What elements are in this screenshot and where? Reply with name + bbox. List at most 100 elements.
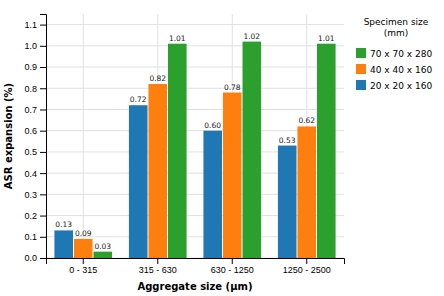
- bar: [317, 44, 336, 258]
- y-tick-label: 0.7: [24, 105, 37, 115]
- y-tick-mark: [40, 25, 46, 26]
- legend-label: 40 x 40 x 160: [370, 65, 432, 75]
- bar: [74, 239, 93, 258]
- x-axis-title: Aggregate size (μm): [137, 281, 252, 292]
- data-labels: 0.130.720.600.530.090.820.780.620.031.01…: [55, 32, 335, 251]
- y-tick: 1.0: [24, 41, 46, 51]
- x-axis: 0 - 315 315 - 630 630 - 1250 1250 - 2500: [47, 258, 345, 275]
- x-tick-label: 315 - 630: [139, 265, 177, 275]
- y-tick-mark: [40, 258, 46, 259]
- grid: [46, 14, 344, 258]
- y-tick: 0.3: [24, 190, 46, 200]
- bar: [223, 93, 242, 258]
- bar: [243, 42, 262, 258]
- x-tick-mark: [83, 258, 84, 264]
- legend-swatch: [356, 64, 366, 74]
- data-label: 0.78: [224, 83, 241, 92]
- y-tick-label: 0.4: [24, 169, 37, 179]
- y-tick-mark: [40, 46, 46, 47]
- legend-swatch: [356, 48, 366, 58]
- bar: [129, 105, 148, 258]
- bar: [168, 44, 187, 258]
- y-tick-mark: [40, 88, 46, 89]
- grid-line-y: [46, 88, 344, 89]
- grid-line-y: [46, 67, 344, 68]
- data-label: 0.72: [130, 95, 147, 104]
- data-label: 0.82: [149, 74, 166, 83]
- bar-series: [94, 42, 336, 258]
- y-tick-label: 0.2: [24, 211, 37, 221]
- y-tick: 0.1: [24, 232, 46, 242]
- y-tick-mark: [40, 173, 46, 174]
- y-tick: 0.6: [24, 126, 46, 136]
- y-tick-label: 0.9: [24, 62, 37, 72]
- x-tick-mark: [232, 258, 233, 264]
- bar: [203, 131, 222, 258]
- data-label: 0.60: [204, 121, 221, 130]
- data-label: 0.09: [75, 229, 92, 238]
- legend-label: 70 x 70 x 280: [370, 49, 432, 59]
- data-label: 1.02: [243, 32, 260, 41]
- y-tick-mark: [40, 216, 46, 217]
- x-tick-mark: [306, 258, 307, 264]
- bar: [94, 252, 113, 258]
- bar: [54, 230, 73, 258]
- y-tick: 0.5: [24, 147, 46, 157]
- grid-line-y: [46, 109, 344, 110]
- y-tick-label: 1.0: [24, 41, 37, 51]
- bar-series: [74, 84, 316, 258]
- y-tick: 0.8: [24, 84, 46, 94]
- y-tick-label: 0.0: [24, 253, 37, 263]
- x-tick: 0 - 315: [69, 258, 97, 275]
- y-tick-label: 0.8: [24, 84, 37, 94]
- data-label: 0.03: [94, 242, 111, 251]
- y-tick: 0.0: [24, 253, 46, 263]
- data-label: 1.01: [318, 34, 335, 43]
- y-tick-mark: [40, 194, 46, 195]
- legend: Specimen size(mm) 70 x 70 x 280 40 x 40 x …: [356, 17, 432, 91]
- y-axis-title: ASR expansion (%): [3, 83, 14, 189]
- y-axis-line: [40, 15, 47, 259]
- grid-line-y: [46, 45, 344, 46]
- y-tick-mark: [40, 109, 46, 110]
- y-tick-mark: [40, 152, 46, 153]
- grid-line-y: [46, 24, 344, 25]
- y-tick-mark: [40, 237, 46, 238]
- plot: 0.130.720.600.530.090.820.780.620.031.01…: [24, 14, 344, 275]
- bars: [54, 42, 335, 258]
- y-tick: 0.2: [24, 211, 46, 221]
- legend-title: Specimen size(mm): [364, 17, 429, 38]
- legend-label: 20 x 20 x 160: [370, 81, 432, 91]
- legend-item: 20 x 20 x 160: [356, 80, 432, 91]
- x-axis-line: [47, 259, 345, 265]
- y-tick: 0.4: [24, 169, 46, 179]
- y-tick: 1.1: [24, 20, 46, 30]
- y-tick: 0.9: [24, 62, 46, 72]
- chart-svg: 0.130.720.600.530.090.820.780.620.031.01…: [0, 0, 444, 296]
- x-tick: 315 - 630: [139, 258, 177, 275]
- bar: [278, 146, 297, 258]
- chart-container: 0.130.720.600.530.090.820.780.620.031.01…: [0, 0, 444, 296]
- data-label: 0.13: [55, 220, 72, 229]
- legend-title-line: Specimen size: [364, 17, 429, 27]
- bar: [148, 84, 167, 258]
- x-tick-label: 630 - 1250: [211, 265, 254, 275]
- x-tick: 1250 - 2500: [283, 258, 331, 275]
- y-tick: 0.7: [24, 105, 46, 115]
- y-tick-label: 0.6: [24, 126, 37, 136]
- y-tick-label: 1.1: [24, 20, 37, 30]
- x-tick-label: 1250 - 2500: [283, 265, 331, 275]
- legend-item: 70 x 70 x 280: [356, 48, 432, 59]
- grid-line-x: [83, 14, 84, 258]
- y-tick-mark: [40, 67, 46, 68]
- y-tick-label: 0.3: [24, 190, 37, 200]
- data-label: 1.01: [169, 34, 186, 43]
- legend-item: 40 x 40 x 160: [356, 64, 432, 75]
- x-tick-label: 0 - 315: [69, 265, 97, 275]
- legend-title-line: (mm): [384, 28, 409, 38]
- data-label: 0.53: [279, 136, 296, 145]
- y-tick-mark: [40, 131, 46, 132]
- bar: [297, 126, 316, 258]
- legend-swatch: [356, 80, 366, 90]
- y-tick-label: 0.1: [24, 232, 37, 242]
